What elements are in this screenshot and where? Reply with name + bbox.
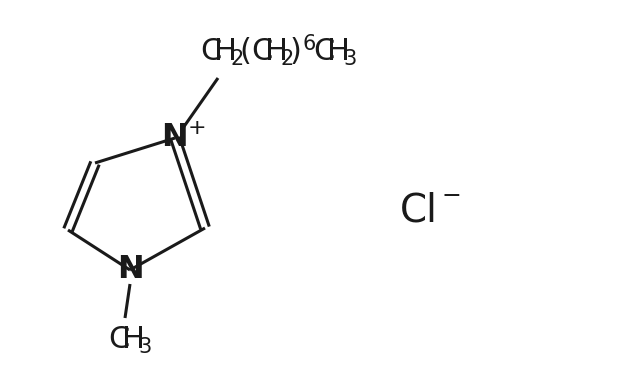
Text: H: H	[214, 38, 237, 66]
Text: (: (	[239, 38, 251, 66]
Text: 6: 6	[303, 34, 316, 54]
Text: Cl: Cl	[400, 191, 438, 229]
Text: C: C	[108, 325, 129, 355]
Text: 3: 3	[138, 337, 151, 357]
Text: N: N	[162, 122, 188, 154]
Text: +: +	[188, 118, 206, 138]
Text: 2: 2	[281, 49, 294, 69]
Text: 3: 3	[343, 49, 356, 69]
Text: H: H	[265, 38, 288, 66]
Text: H: H	[327, 38, 350, 66]
Text: C: C	[251, 38, 273, 66]
Text: H: H	[122, 325, 145, 355]
Text: −: −	[442, 184, 461, 208]
Text: N: N	[116, 255, 143, 285]
Text: 2: 2	[230, 49, 243, 69]
Text: C: C	[200, 38, 221, 66]
Text: C: C	[313, 38, 334, 66]
Text: ): )	[290, 38, 302, 66]
